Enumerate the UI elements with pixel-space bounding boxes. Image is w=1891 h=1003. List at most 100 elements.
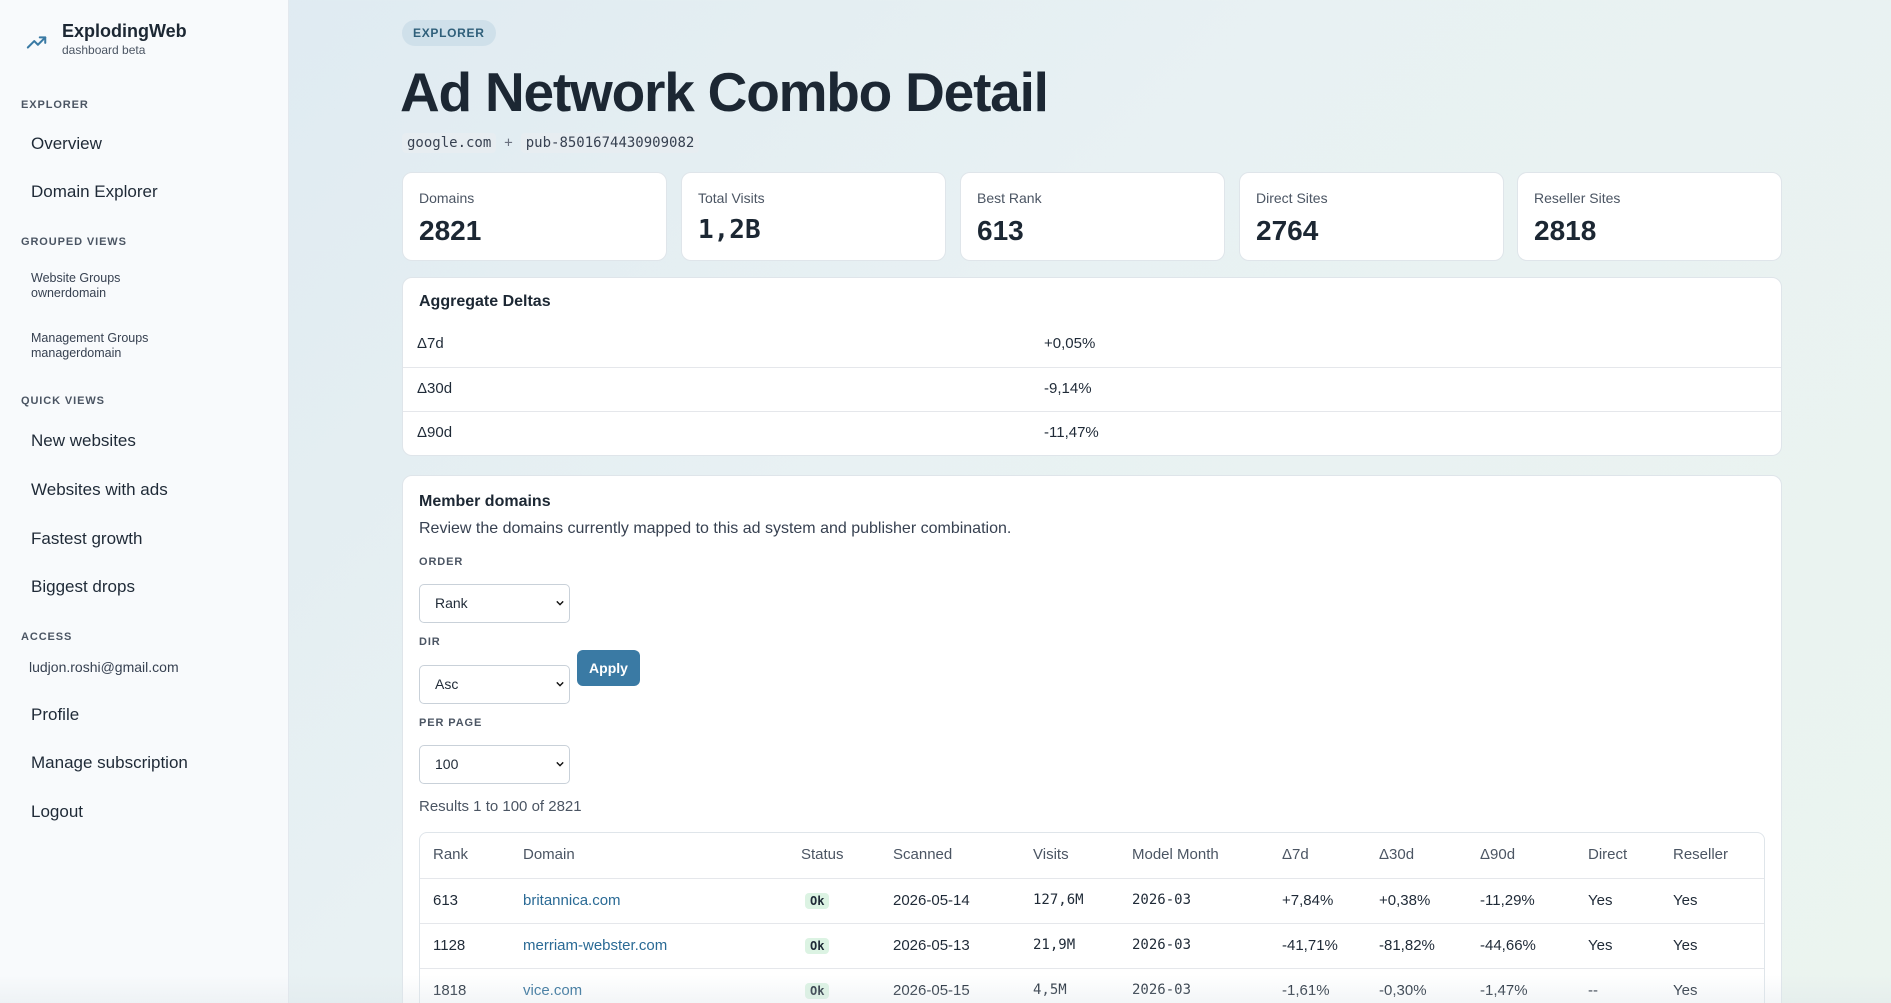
member-domains-description: Review the domains currently mapped to t… [419, 520, 1012, 537]
column-header-delta-7d[interactable]: Δ7d [1282, 846, 1309, 863]
delta-key: Δ7d [417, 335, 444, 352]
nav-new-websites[interactable]: New websites [31, 431, 136, 450]
status-badge: Ok [805, 938, 830, 954]
cell-scanned: 2026-05-13 [893, 937, 970, 954]
cell-visits: 127,6M [1033, 892, 1084, 908]
stat-card-reseller-sites: Reseller Sites 2818 [1517, 172, 1782, 261]
column-header-direct[interactable]: Direct [1588, 846, 1628, 863]
status-badge: Ok [805, 893, 830, 909]
delta-key: Δ90d [417, 424, 453, 441]
table-row: 1818 vice.com Ok 2026-05-15 4,5M 2026-03… [420, 968, 1764, 1003]
order-select-value: Rank [435, 595, 468, 611]
chevron-down-icon [556, 761, 564, 767]
cell-reseller: Yes [1673, 892, 1698, 909]
sidebar: ExplodingWeb dashboard beta EXPLORER Ove… [0, 0, 289, 1003]
nav-biggest-drops[interactable]: Biggest drops [31, 577, 135, 596]
cell-direct: Yes [1588, 937, 1613, 954]
dir-label: DIR [419, 636, 441, 648]
column-header-delta-30d[interactable]: Δ30d [1379, 846, 1415, 863]
member-domains-title: Member domains [419, 493, 551, 510]
section-label-access: ACCESS [21, 631, 73, 643]
stat-label: Domains [419, 190, 475, 206]
cell-domain-link[interactable]: britannica.com [523, 892, 621, 909]
chevron-down-icon [556, 681, 564, 687]
nav-manage-subscription[interactable]: Manage subscription [31, 753, 188, 772]
trending-up-icon [26, 36, 47, 49]
cell-rank: 1128 [433, 937, 466, 954]
cell-scanned: 2026-05-15 [893, 982, 970, 999]
publisher-id-code: pub-8501674430909082 [520, 133, 700, 153]
brand[interactable]: ExplodingWeb dashboard beta [26, 20, 187, 57]
column-header-status[interactable]: Status [801, 846, 844, 863]
per-page-select[interactable]: 100 [419, 745, 570, 784]
member-domains-card: Member domains Review the domains curren… [402, 475, 1782, 1003]
stat-label: Direct Sites [1256, 190, 1328, 206]
apply-button[interactable]: Apply [577, 650, 640, 686]
stat-label: Total Visits [698, 190, 765, 206]
cell-delta-90d: -44,66% [1480, 937, 1536, 954]
order-select[interactable]: Rank [419, 584, 570, 623]
stat-card-domains: Domains 2821 [402, 172, 667, 261]
nav-domain-explorer[interactable]: Domain Explorer [31, 182, 158, 201]
ad-system-code: google.com [402, 133, 497, 153]
stat-card-total-visits: Total Visits 1,2B [681, 172, 946, 261]
table-row: 1128 merriam-webster.com Ok 2026-05-13 2… [420, 923, 1764, 968]
delta-value: +0,05% [1044, 335, 1096, 352]
column-header-rank[interactable]: Rank [433, 846, 469, 863]
nav-website-groups-sub: ownerdomain [31, 286, 107, 300]
section-label-grouped-views: GROUPED VIEWS [21, 236, 127, 248]
member-domains-table: Rank Domain Status Scanned Visits Model … [419, 832, 1765, 1003]
cell-delta-7d: +7,84% [1282, 892, 1334, 909]
delta-value: -9,14% [1044, 380, 1092, 397]
delta-row-30d: Δ30d -9,14% [403, 367, 1781, 411]
cell-delta-30d: +0,38% [1379, 892, 1431, 909]
section-badge: EXPLORER [402, 20, 496, 46]
dir-select[interactable]: Asc [419, 665, 570, 704]
stat-value: 2764 [1256, 215, 1319, 246]
nav-profile[interactable]: Profile [31, 705, 80, 724]
order-label: ORDER [419, 556, 464, 568]
nav-management-groups[interactable]: Management Groups managerdomain [31, 331, 148, 361]
nav-overview[interactable]: Overview [31, 134, 102, 153]
column-header-reseller[interactable]: Reseller [1673, 846, 1729, 863]
cell-delta-90d: -1,47% [1480, 982, 1528, 999]
stat-label: Reseller Sites [1534, 190, 1621, 206]
combo-plus: + [504, 135, 513, 151]
per-page-label: PER PAGE [419, 717, 483, 729]
nav-logout[interactable]: Logout [31, 802, 83, 821]
chevron-down-icon [556, 600, 564, 606]
nav-website-groups-title: Website Groups [31, 271, 121, 285]
cell-rank: 1818 [433, 982, 467, 999]
cell-delta-7d: -41,71% [1282, 937, 1338, 954]
cell-direct: -- [1588, 982, 1598, 999]
delta-row-7d: Δ7d +0,05% [403, 323, 1781, 367]
user-email: ludjon.roshi@gmail.com [29, 659, 179, 675]
nav-management-groups-title: Management Groups [31, 331, 149, 345]
cell-reseller: Yes [1673, 982, 1698, 999]
column-header-scanned[interactable]: Scanned [893, 846, 953, 863]
stat-card-direct-sites: Direct Sites 2764 [1239, 172, 1504, 261]
column-header-model-month[interactable]: Model Month [1132, 846, 1219, 863]
per-page-select-value: 100 [435, 756, 459, 772]
nav-management-groups-sub: managerdomain [31, 346, 122, 360]
nav-website-groups[interactable]: Website Groups ownerdomain [31, 271, 120, 301]
column-header-visits[interactable]: Visits [1033, 846, 1069, 863]
brand-name: ExplodingWeb [62, 21, 187, 41]
column-header-delta-90d[interactable]: Δ90d [1480, 846, 1516, 863]
results-summary: Results 1 to 100 of 2821 [419, 798, 582, 815]
cell-delta-7d: -1,61% [1282, 982, 1330, 999]
cell-model-month: 2026-03 [1132, 982, 1192, 998]
nav-fastest-growth[interactable]: Fastest growth [31, 529, 143, 548]
cell-domain-link[interactable]: vice.com [523, 982, 583, 999]
brand-subtitle: dashboard beta [62, 43, 146, 57]
aggregate-deltas-title: Aggregate Deltas [419, 293, 551, 310]
cell-delta-90d: -11,29% [1480, 892, 1535, 909]
stat-card-best-rank: Best Rank 613 [960, 172, 1225, 261]
cell-domain-link[interactable]: merriam-webster.com [523, 937, 668, 954]
column-header-domain[interactable]: Domain [523, 846, 575, 863]
nav-websites-with-ads[interactable]: Websites with ads [31, 480, 168, 499]
delta-key: Δ30d [417, 380, 453, 397]
cell-direct: Yes [1588, 892, 1613, 909]
cell-scanned: 2026-05-14 [893, 892, 970, 909]
stat-value: 613 [977, 215, 1024, 246]
